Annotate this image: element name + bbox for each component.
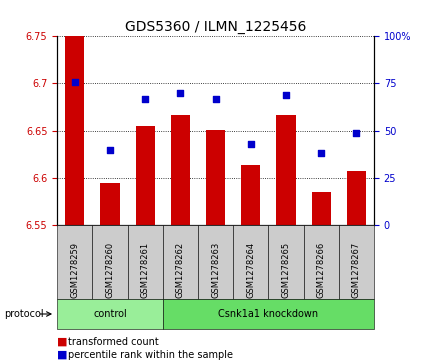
Text: Csnk1a1 knockdown: Csnk1a1 knockdown <box>218 309 319 319</box>
Point <box>318 150 325 156</box>
Point <box>282 92 290 98</box>
Bar <box>136 126 155 225</box>
Text: ■: ■ <box>57 337 68 347</box>
Bar <box>171 115 190 225</box>
Point <box>177 90 184 96</box>
Bar <box>100 183 120 225</box>
Point <box>142 96 149 102</box>
Text: GSM1278265: GSM1278265 <box>282 242 290 298</box>
Text: GSM1278266: GSM1278266 <box>317 242 326 298</box>
Text: GSM1278263: GSM1278263 <box>211 242 220 298</box>
Bar <box>312 192 331 225</box>
Text: GSM1278264: GSM1278264 <box>246 242 255 298</box>
Text: percentile rank within the sample: percentile rank within the sample <box>68 350 233 360</box>
Text: GSM1278267: GSM1278267 <box>352 242 361 298</box>
Bar <box>206 130 225 225</box>
Text: GSM1278262: GSM1278262 <box>176 242 185 298</box>
Bar <box>347 171 366 225</box>
Text: GSM1278260: GSM1278260 <box>106 242 114 298</box>
Text: GSM1278261: GSM1278261 <box>141 242 150 298</box>
Text: transformed count: transformed count <box>68 337 159 347</box>
Text: protocol: protocol <box>4 309 44 319</box>
Text: ■: ■ <box>57 350 68 360</box>
Point <box>106 147 114 152</box>
Point <box>212 96 219 102</box>
Point <box>247 141 254 147</box>
Text: GSM1278259: GSM1278259 <box>70 242 79 298</box>
Bar <box>65 36 84 225</box>
Title: GDS5360 / ILMN_1225456: GDS5360 / ILMN_1225456 <box>125 20 306 34</box>
Point <box>71 79 78 85</box>
Bar <box>276 115 296 225</box>
Text: control: control <box>93 309 127 319</box>
Point <box>353 130 360 135</box>
Bar <box>241 165 260 225</box>
